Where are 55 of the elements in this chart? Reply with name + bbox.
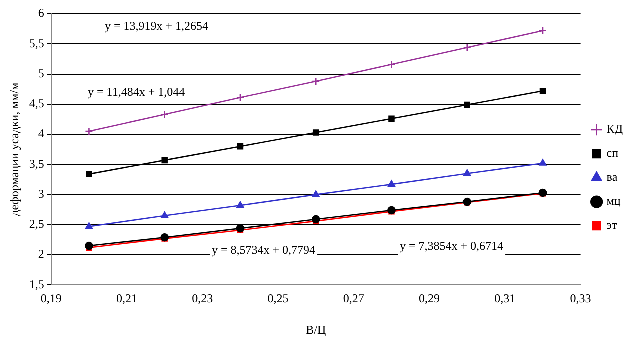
point	[85, 242, 94, 250]
point	[236, 224, 245, 233]
point	[86, 222, 93, 230]
y-tick-label: 4	[38, 126, 44, 141]
point	[388, 60, 396, 69]
x-tick-label: 0,33	[570, 292, 592, 306]
legend-label: эт	[606, 218, 618, 232]
point	[162, 157, 168, 164]
point	[161, 212, 169, 218]
annotation: y = 7,3854x + 0,6714	[400, 239, 504, 254]
point	[463, 44, 472, 52]
y-tick-label: 1,5	[29, 277, 44, 292]
point	[160, 110, 169, 119]
point	[464, 170, 472, 176]
y-axis-title: деформации усадки, мм/м	[7, 82, 22, 216]
y-tick-label: 3,5	[29, 156, 44, 171]
point	[464, 102, 470, 108]
point	[237, 143, 244, 150]
point	[160, 233, 169, 242]
y-tick-label: 5	[38, 66, 44, 80]
y-tick-label: 4,5	[29, 96, 44, 111]
y-tick-label: 3	[38, 186, 44, 201]
y-tick-label: 2	[38, 247, 44, 262]
x-tick-label: 0,23	[192, 292, 214, 306]
point	[85, 127, 94, 136]
y-tick-label: 5,5	[29, 36, 44, 50]
point	[236, 202, 244, 208]
legend-label: мц	[606, 194, 622, 208]
point	[388, 180, 396, 187]
point	[86, 171, 92, 178]
point	[312, 190, 320, 198]
annotation: y = 11,484x + 1,044	[88, 85, 186, 100]
x-tick-label: 0,27	[343, 292, 364, 306]
legend-label: ва	[606, 170, 618, 184]
annotation: y = 13,919x + 1,2654	[105, 19, 209, 34]
point	[388, 116, 395, 122]
x-axis-title: В/Ц	[306, 322, 326, 337]
point	[388, 206, 396, 215]
point	[236, 94, 245, 102]
y-tick-label: 2,5	[29, 217, 44, 232]
x-tick-label: 0,29	[419, 292, 440, 306]
legend-label: КД	[606, 122, 624, 136]
legend-label: сп	[606, 146, 620, 160]
y-tick-label: 6	[38, 6, 44, 20]
x-tick-label: 0,31	[494, 292, 516, 306]
x-tick-label: 0,21	[116, 292, 138, 306]
point	[538, 26, 548, 36]
point	[539, 159, 547, 166]
point	[312, 130, 320, 136]
annotation: y = 8,5734x + 0,7794	[212, 243, 316, 258]
x-tick-label: 0,19	[40, 292, 62, 306]
point	[312, 215, 320, 224]
point	[312, 77, 320, 86]
point	[540, 88, 546, 94]
x-tick-label: 0,25	[268, 292, 289, 306]
